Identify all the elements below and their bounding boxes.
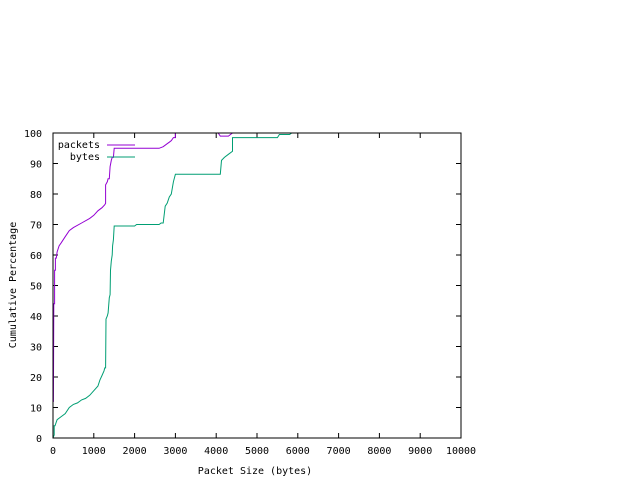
y-tick-label: 100	[24, 129, 42, 140]
x-tick-label: 1000	[82, 446, 106, 457]
y-tick-label: 60	[30, 251, 42, 262]
series-line-packets	[52, 132, 298, 438]
y-tick-label: 80	[30, 190, 42, 201]
y-tick-label: 50	[30, 282, 42, 293]
y-tick-label: 20	[30, 373, 42, 384]
x-tick-label: 6000	[286, 446, 310, 457]
plot-frame	[52, 132, 462, 439]
y-tick-label: 10	[30, 404, 42, 415]
y-tick-label: 70	[30, 221, 42, 232]
y-tick-label: 30	[30, 343, 42, 354]
y-tick-label: 0	[36, 434, 42, 445]
x-tick-label: 4000	[204, 446, 228, 457]
legend-label-packets: packets	[58, 140, 100, 151]
series-line-bytes	[52, 132, 298, 439]
series-lines	[52, 132, 298, 439]
y-tick-label: 40	[30, 312, 42, 323]
x-tick-label: 2000	[123, 446, 147, 457]
x-tick-label: 3000	[163, 446, 187, 457]
x-tick-label: 9000	[408, 446, 432, 457]
x-tick-label: 7000	[327, 446, 351, 457]
legend-label-bytes: bytes	[70, 152, 100, 163]
y-tick-label: 90	[30, 160, 42, 171]
x-tick-label: 5000	[245, 446, 269, 457]
x-tick-label: 0	[50, 446, 56, 457]
x-axis-label: Packet Size (bytes)	[198, 466, 312, 477]
x-tick-label: 10000	[446, 446, 476, 457]
y-axis-label: Cumulative Percentage	[8, 222, 19, 348]
x-tick-label: 8000	[367, 446, 391, 457]
axis-ticks: 0 1000 2000 3000 4000 5000 6000 7000 8000 9000 100…	[24, 129, 476, 457]
